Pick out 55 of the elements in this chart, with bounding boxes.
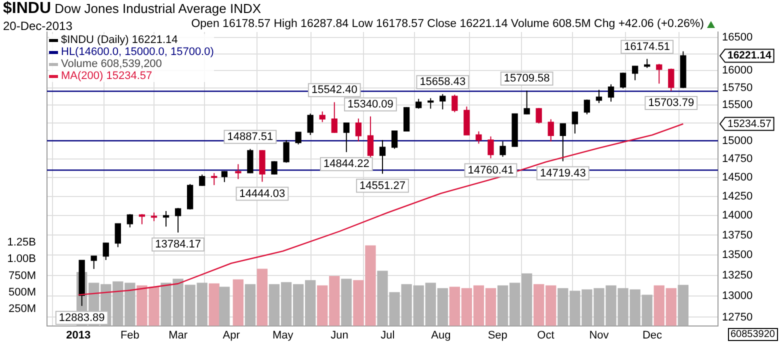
- annotation: 12883.89: [58, 312, 105, 324]
- y2-tick-label: 1.00B: [7, 253, 36, 266]
- annotation: 15340.09: [348, 98, 394, 110]
- annotation: 14887.51: [227, 130, 274, 143]
- annotation: 14844.22: [323, 158, 370, 170]
- x-tick-label: Oct: [537, 329, 554, 342]
- x-tick-label: Jul: [380, 329, 395, 342]
- x-tick-label: Mar: [168, 329, 188, 342]
- x-tick-label: Jun: [330, 329, 348, 342]
- x-tick-label: Apr: [222, 329, 240, 342]
- text: Open 16178.57 High 16287.84 Low 16178.57 Close 16221.14 Volume 608.5M Chg +42.06 (+0.26%): [191, 18, 704, 30]
- y-tick-label: 15500: [722, 99, 753, 112]
- annotation: 14760.41: [468, 164, 514, 176]
- x-tick-label: Aug: [431, 329, 451, 342]
- y-tick-label: 13500: [722, 249, 753, 262]
- y-tick-label: 15000: [722, 134, 753, 147]
- x-tick-label: Dec: [642, 329, 663, 342]
- legend-label: MA(200) 15234.57: [61, 70, 152, 82]
- annotation: 14551.27: [360, 180, 406, 192]
- y-tick-label: 13250: [722, 270, 753, 282]
- annotation: 15658.43: [420, 76, 466, 88]
- text: 60853920: [728, 328, 778, 341]
- y-tick-label: 14000: [722, 210, 753, 222]
- x-tick-label: Sep: [488, 329, 508, 342]
- annotation: 15709.58: [504, 72, 550, 85]
- y-tick-label: 13750: [722, 229, 753, 242]
- annotation: HL(14600.0, 15000.0, 15700.0): [61, 46, 214, 58]
- annotation: 15703.79: [648, 96, 694, 109]
- y-tick-label: 16500: [722, 31, 753, 44]
- y2-tick-label: 250M: [8, 303, 36, 316]
- y-tick-label: 15750: [722, 82, 753, 94]
- text: 15234.57: [728, 118, 772, 130]
- annotation: 14444.03: [239, 188, 286, 200]
- text: 16221.14: [728, 50, 772, 62]
- x-tick-label: Feb: [120, 329, 140, 342]
- y-tick-label: 14250: [722, 190, 753, 202]
- y-tick-label: 14750: [722, 153, 753, 166]
- y-tick-label: 13000: [722, 290, 753, 302]
- chart-subtitle: 20-Dec-2013: [3, 19, 72, 33]
- chart-title: $INDU Dow Jones Industrial Average INDX: [3, 0, 262, 18]
- annotation: 14719.43: [540, 167, 586, 180]
- y-tick-label: 16000: [722, 64, 753, 77]
- annotation: 16174.51: [624, 40, 670, 53]
- y-tick-label: 14500: [722, 172, 753, 184]
- y2-tick-label: 500M: [8, 286, 36, 298]
- legend-label: Volume 608,539,200: [61, 58, 162, 70]
- legend-label: $INDU (Daily) 16221.14: [61, 34, 178, 46]
- x-tick-label: Nov: [589, 329, 610, 342]
- y2-tick-label: 750M: [8, 270, 36, 282]
- annotation: 13784.17: [155, 238, 201, 251]
- x-tick-label: 2013: [66, 329, 91, 342]
- x-tick-label: May: [272, 329, 294, 342]
- y-tick-label: 12750: [722, 311, 753, 324]
- y2-tick-label: 1.25B: [7, 236, 36, 248]
- annotation: 15542.40: [311, 84, 358, 96]
